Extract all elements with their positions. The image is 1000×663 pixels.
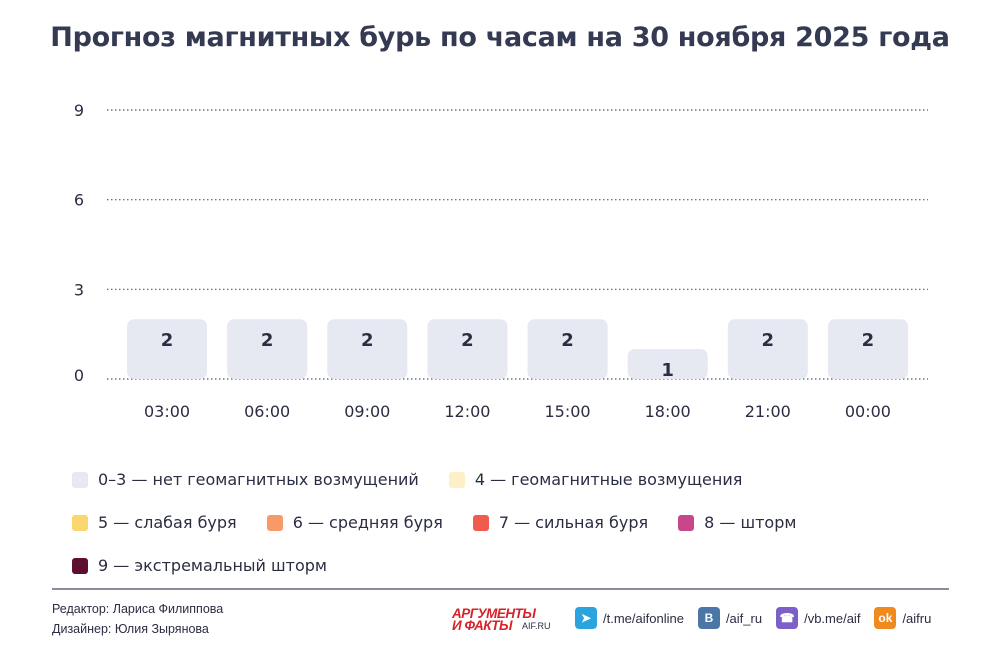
telegram-icon: ➤ (575, 607, 597, 629)
x-tick-label: 12:00 (444, 402, 490, 421)
y-tick-label: 9 (74, 101, 84, 120)
data-label: 2 (361, 330, 374, 351)
legend-row: 0–3 — нет геомагнитных возмущений 4 — гео… (72, 458, 952, 501)
social-link[interactable]: B/aif_ru (697, 607, 763, 629)
data-label: 2 (461, 330, 474, 351)
legend-label: 9 — экстремальный шторм (98, 556, 327, 575)
data-label: 2 (561, 330, 574, 351)
social-link[interactable]: ok/aifru (874, 607, 931, 629)
x-tick-label: 00:00 (845, 402, 891, 421)
y-tick-label: 0 (74, 366, 84, 385)
social-link[interactable]: ➤ /t.me/aifonline (575, 607, 684, 629)
editor-credit: Редактор: Лариса Филиппова (52, 602, 224, 616)
bar (327, 319, 408, 379)
bar-chart: 0 3 6 9 2 03:00 2 06:00 2 09:00 2 12:00 2 15:00 1 18:00… (74, 101, 928, 421)
legend-item: 7 — сильная буря (472, 513, 649, 532)
footer-divider (52, 588, 949, 590)
legend-swatch (266, 514, 283, 531)
legend-item: 6 — средняя буря (266, 513, 443, 532)
legend-row: 9 — экстремальный шторм (72, 544, 952, 587)
bar (227, 319, 308, 379)
legend-swatch (72, 514, 88, 531)
legend-label: 8 — шторм (704, 513, 797, 532)
odnoklassniki-icon: ok (874, 607, 897, 629)
logo-line-bottom: И ФАКТЫ (452, 618, 512, 633)
logo-site: AIF.RU (522, 621, 551, 631)
social-link[interactable]: ☎ /vb.me/aif (776, 607, 860, 629)
data-label: 2 (762, 330, 775, 351)
legend-label: 5 — слабая буря (98, 513, 237, 532)
bar (127, 319, 208, 379)
legend-label: 6 — средняя буря (292, 513, 443, 532)
legend: 0–3 — нет геомагнитных возмущений 4 — гео… (72, 458, 952, 587)
bar (727, 319, 808, 379)
legend-label: 4 — геомагнитные возмущения (474, 470, 743, 489)
y-tick-label: 3 (74, 280, 84, 299)
social-label: /vb.me/aif (804, 610, 861, 626)
social-links: ➤ /t.me/aifonline B/aif_ru ☎ /vb.me/aif ok/ai… (575, 607, 945, 629)
x-tick-label: 21:00 (745, 402, 791, 421)
data-label: 2 (161, 330, 174, 351)
legend-swatch (678, 514, 695, 531)
data-label: 2 (862, 330, 875, 351)
data-label: 2 (261, 330, 274, 351)
legend-item: 5 — слабая буря (72, 513, 237, 532)
x-tick-label: 03:00 (144, 402, 190, 421)
legend-label: 0–3 — нет геомагнитных возмущений (98, 470, 419, 489)
designer-credit: Дизайнер: Юлия Зырянова (52, 622, 209, 636)
bar (427, 319, 508, 379)
credits: Редактор: Лариса Филиппова Дизайнер: Юли… (52, 599, 223, 639)
aif-logo: АРГУМЕНТЫ И ФАКТЫ AIF.RU (452, 606, 562, 634)
legend-label: 7 — сильная буря (498, 513, 649, 532)
legend-item: 8 — шторм (678, 513, 796, 532)
bar (627, 349, 708, 379)
legend-swatch (472, 514, 489, 531)
bar (527, 319, 608, 379)
social-label: /aifru (902, 610, 932, 626)
legend-item: 4 — геомагнитные возмущения (448, 470, 743, 489)
vk-icon: B (697, 607, 720, 629)
social-label: /t.me/aifonline (603, 610, 684, 626)
chart-title: Прогноз магнитных бурь по часам на 30 но… (50, 22, 950, 53)
x-tick-label: 09:00 (344, 402, 390, 421)
viber-icon: ☎ (776, 607, 799, 629)
bar (827, 319, 908, 379)
legend-swatch (72, 471, 88, 488)
y-tick-label: 6 (74, 191, 84, 210)
x-tick-label: 18:00 (645, 402, 691, 421)
legend-swatch (72, 557, 88, 574)
legend-item: 0–3 — нет геомагнитных возмущений (72, 470, 419, 489)
logo-line-top: АРГУМЕНТЫ (452, 606, 536, 621)
social-label: /aif_ru (725, 610, 763, 626)
legend-row: 5 — слабая буря 6 — средняя буря 7 — сильн… (72, 501, 952, 544)
x-tick-label: 06:00 (244, 402, 290, 421)
data-label: 1 (661, 360, 674, 381)
legend-swatch (448, 471, 465, 488)
x-tick-label: 15:00 (545, 402, 591, 421)
legend-item: 9 — экстремальный шторм (72, 556, 327, 575)
